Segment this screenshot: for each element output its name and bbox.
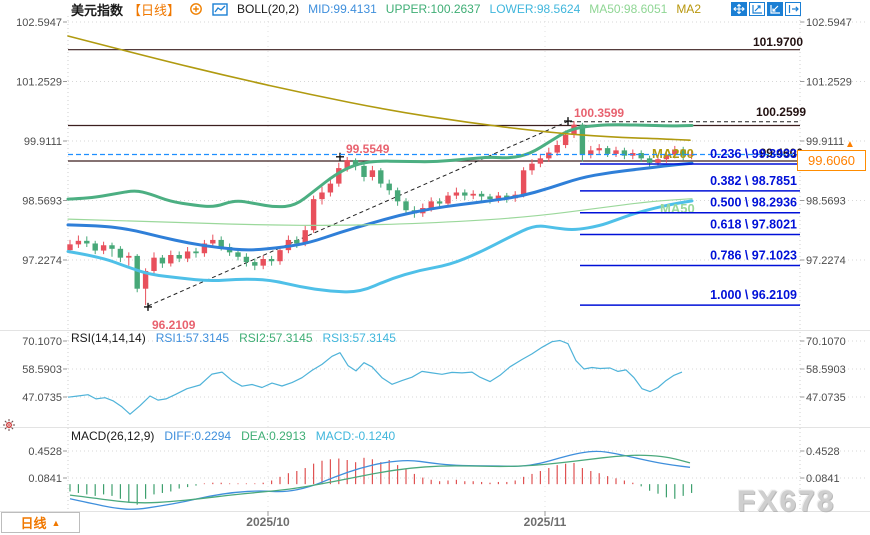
y-axis-label-right: 102.5947 xyxy=(806,17,852,29)
timeframe-badge[interactable]: 日线 ▲ xyxy=(1,512,80,533)
rsi-line xyxy=(67,339,683,415)
y-axis-label-right: 98.5693 xyxy=(806,195,846,207)
timeframe-arrow-icon: ▲ xyxy=(51,517,61,528)
exit-right-icon[interactable] xyxy=(785,2,801,16)
rsi1-value: RSI1:57.3145 xyxy=(155,331,230,345)
y-axis-label-right: 70.1070 xyxy=(806,336,846,348)
ma200-label: MA200 xyxy=(652,146,694,161)
watermark: FX678 xyxy=(737,485,836,518)
boll_upper-line xyxy=(66,123,694,209)
add-indicator-icon[interactable] xyxy=(189,2,203,16)
scale-axis-out-icon[interactable] xyxy=(749,2,765,16)
y-axis-label-right: 47.0735 xyxy=(806,392,846,404)
y-axis-label-right: 0.0841 xyxy=(806,473,840,485)
macd-header: MACD(26,12,9) DIFF:0.2294 DEA:0.2913 MAC… xyxy=(71,429,395,443)
ma200-value: MA2 xyxy=(676,2,701,16)
x-axis-label: 2025/11 xyxy=(524,515,567,529)
pan-icon[interactable] xyxy=(731,2,747,16)
chart-type-icon[interactable] xyxy=(212,2,228,16)
indicator-settings-icon[interactable] xyxy=(2,418,16,437)
macd-macd-value: MACD:-0.1240 xyxy=(315,429,396,443)
rsi2-value: RSI2:57.3145 xyxy=(239,331,313,345)
boll-mid-value: MID:99.4131 xyxy=(308,2,377,16)
timeframe-label: 日线 xyxy=(20,516,47,531)
y-axis-label-left: 97.2274 xyxy=(22,255,62,267)
fib-level-label: 0.236 \ 99.3933 xyxy=(710,147,797,161)
level-label: 101.9700 xyxy=(753,35,803,49)
ma200-line xyxy=(67,35,691,141)
y-axis-label-right: 97.2274 xyxy=(806,255,846,267)
fib-level-label: 0.786 \ 97.1023 xyxy=(710,249,797,263)
price-annotation: 99.5549 xyxy=(346,142,390,156)
boll_lower-line xyxy=(66,199,694,294)
y-axis-label-right: 58.5903 xyxy=(806,364,846,376)
price-annotation: 100.3599 xyxy=(574,106,624,120)
y-axis-label-left: 70.1070 xyxy=(22,336,62,348)
rsi-header: RSI(14,14,14) RSI1:57.3145 RSI2:57.3145 … xyxy=(71,331,396,345)
y-axis-label-left: 58.5903 xyxy=(22,364,62,376)
symbol-title: 美元指数 xyxy=(71,2,124,18)
macd-diff-line xyxy=(69,450,691,510)
fib-level-label: 0.382 \ 98.7851 xyxy=(710,174,797,188)
y-axis-label-left: 102.5947 xyxy=(16,17,62,29)
rsi-title[interactable]: RSI(14,14,14) xyxy=(71,331,146,345)
y-axis-label-left: 101.2529 xyxy=(16,76,62,88)
indicator-name[interactable]: BOLL(20,2) xyxy=(237,2,300,16)
fib-level-label: 0.500 \ 98.2936 xyxy=(710,196,797,210)
pivot-cross-marker xyxy=(564,117,572,126)
current-price-badge: 99.6060 xyxy=(797,150,866,171)
macd-title[interactable]: MACD(26,12,9) xyxy=(71,429,155,443)
level-label: 100.2599 xyxy=(756,105,806,119)
price-annotation: 96.2109 xyxy=(152,318,196,332)
period-tag: 【日线】 xyxy=(128,2,181,18)
boll-upper-value: UPPER:100.2637 xyxy=(385,2,481,16)
y-axis-label-right: 99.9111 xyxy=(806,136,844,148)
fib-level-label: 1.000 \ 96.2109 xyxy=(710,288,797,302)
candles xyxy=(67,121,695,306)
pivot-cross-marker xyxy=(144,302,152,311)
y-axis-label-left: 47.0735 xyxy=(22,392,62,404)
y-axis-label-right: 0.4528 xyxy=(806,446,840,458)
macd-dea-line xyxy=(69,454,691,504)
level-label: 99.4600 xyxy=(760,146,804,160)
chart-toolbar xyxy=(731,2,801,16)
ma50-value: MA50:98.6051 xyxy=(589,2,668,16)
y-axis-label-right: 101.2529 xyxy=(806,76,852,88)
price-up-arrow: ▲ xyxy=(845,139,855,150)
chart-header: 美元指数 【日线】 BOLL(20,2) MID:99.4131 UPPER:1… xyxy=(71,1,701,18)
fib-level-label: 0.618 \ 97.8021 xyxy=(710,218,797,232)
macd-dea-value: DEA:0.2913 xyxy=(241,429,306,443)
x-axis-label: 2025/10 xyxy=(246,515,290,529)
boll-lower-value: LOWER:98.5624 xyxy=(489,2,581,16)
y-axis-label-left: 0.4528 xyxy=(28,446,62,458)
ma50-line xyxy=(67,198,693,226)
scale-axis-in-icon[interactable] xyxy=(767,2,783,16)
macd-diff-value: DIFF:0.2294 xyxy=(164,429,232,443)
rsi3-value: RSI3:57.3145 xyxy=(322,331,396,345)
y-axis-label-left: 98.5693 xyxy=(22,195,62,207)
boll_mid-line xyxy=(66,161,694,252)
ma50-label: MA50 xyxy=(660,201,695,216)
y-axis-label-left: 99.9111 xyxy=(24,136,62,148)
y-axis-label-left: 0.0841 xyxy=(28,473,62,485)
